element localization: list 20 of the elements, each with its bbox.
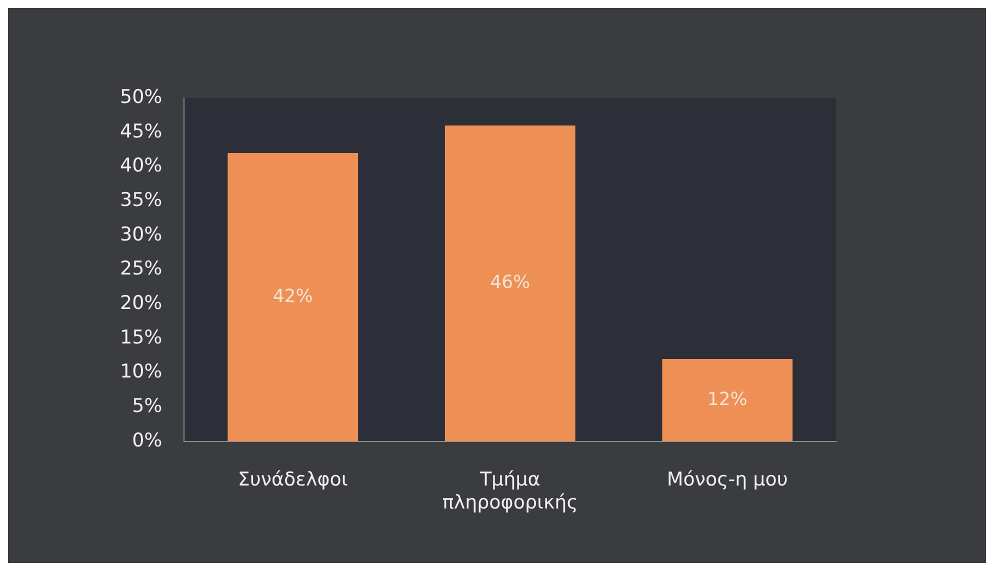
y-tick-label: 15% bbox=[120, 326, 162, 348]
x-tick-label: Τμήμα πληροφορικής bbox=[442, 468, 578, 514]
y-tick-label: 10% bbox=[120, 360, 162, 383]
data-label: 46% bbox=[490, 272, 530, 294]
y-tick-label: 20% bbox=[120, 292, 162, 314]
y-tick-label: 25% bbox=[120, 258, 162, 280]
data-label: 12% bbox=[707, 388, 748, 410]
y-tick-label: 45% bbox=[120, 120, 162, 142]
y-tick-label: 35% bbox=[120, 188, 162, 211]
x-tick-label: Συνάδελφοι bbox=[238, 468, 348, 491]
y-tick-label: 5% bbox=[132, 394, 162, 417]
x-tick-label: Μόνος-η μου bbox=[666, 468, 788, 491]
bar bbox=[662, 358, 793, 442]
y-tick-label: 40% bbox=[120, 154, 162, 177]
data-label: 42% bbox=[272, 286, 313, 307]
y-tick-label: 30% bbox=[120, 223, 162, 246]
y-tick-label: 50% bbox=[120, 86, 162, 108]
bar bbox=[444, 125, 576, 442]
bar bbox=[228, 152, 358, 442]
y-tick-label: 0% bbox=[132, 429, 162, 452]
